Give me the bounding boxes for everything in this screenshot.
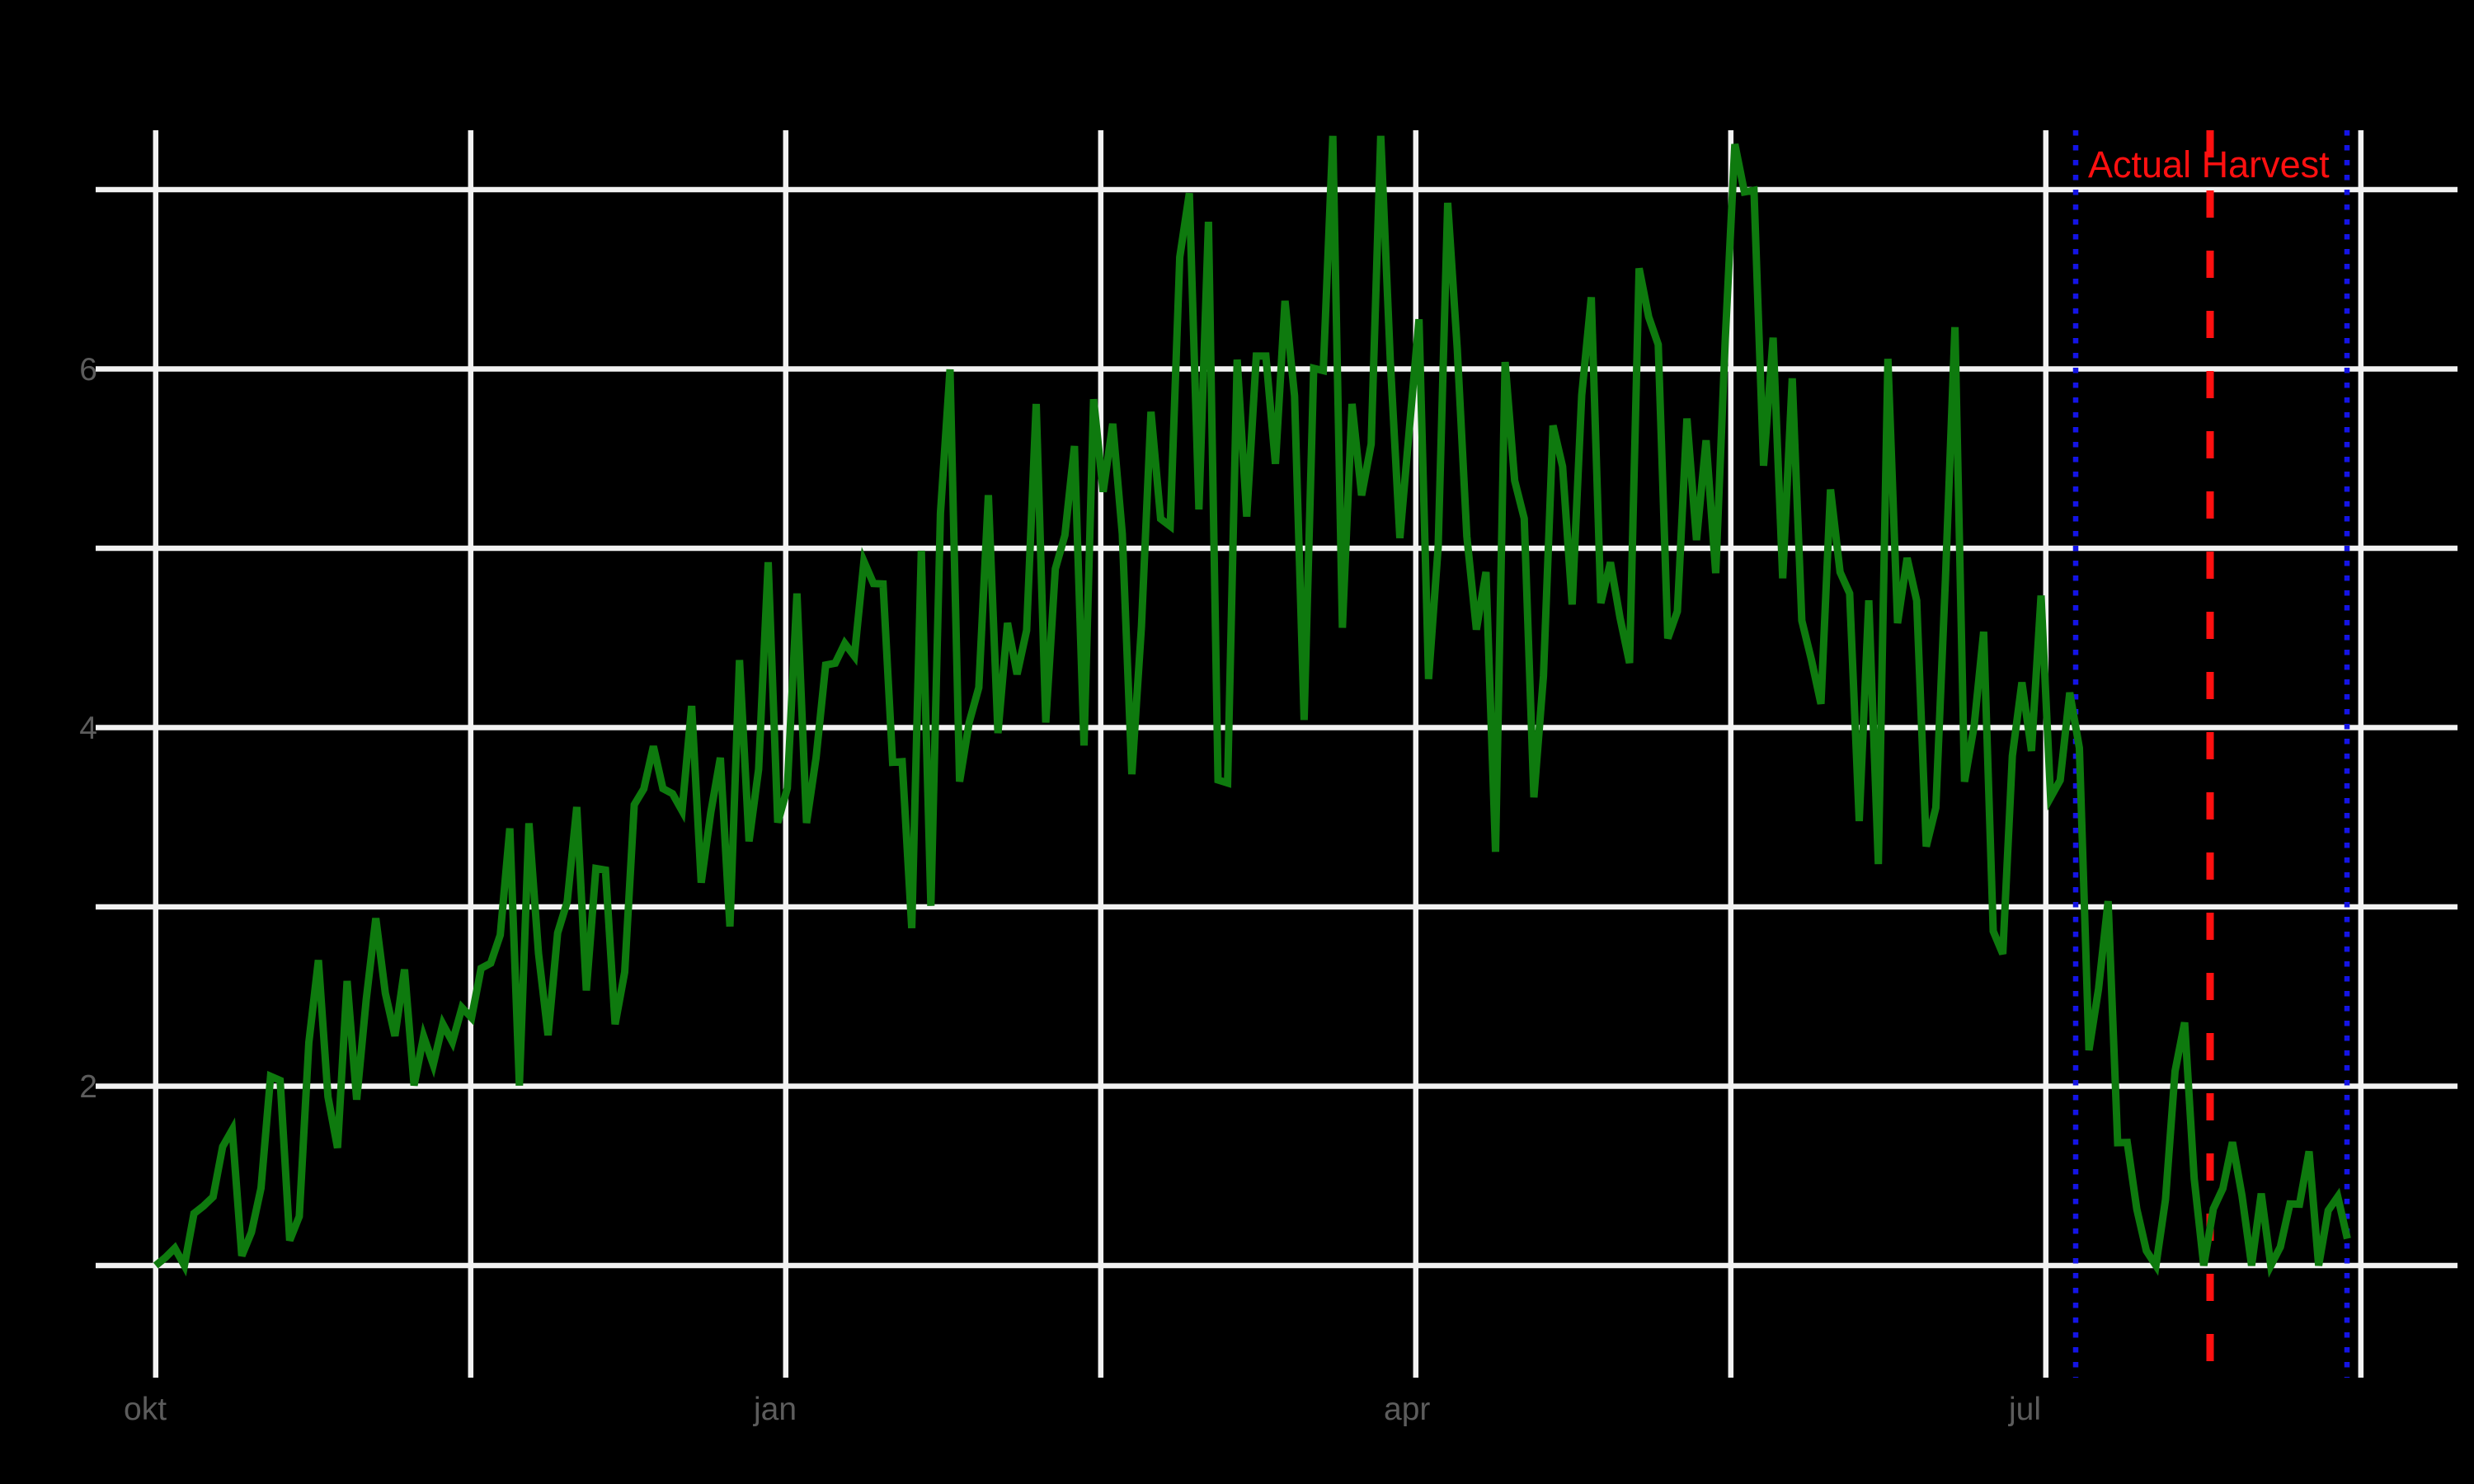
svg-text:Actual Harvest: Actual Harvest <box>2088 143 2330 186</box>
svg-text:2: 2 <box>79 1069 97 1105</box>
svg-text:okt: okt <box>124 1392 167 1427</box>
svg-text:6: 6 <box>79 352 97 387</box>
svg-text:jul: jul <box>2008 1392 2041 1427</box>
svg-text:apr: apr <box>1384 1392 1430 1427</box>
svg-text:jan: jan <box>753 1392 797 1427</box>
svg-text:4: 4 <box>79 711 97 746</box>
